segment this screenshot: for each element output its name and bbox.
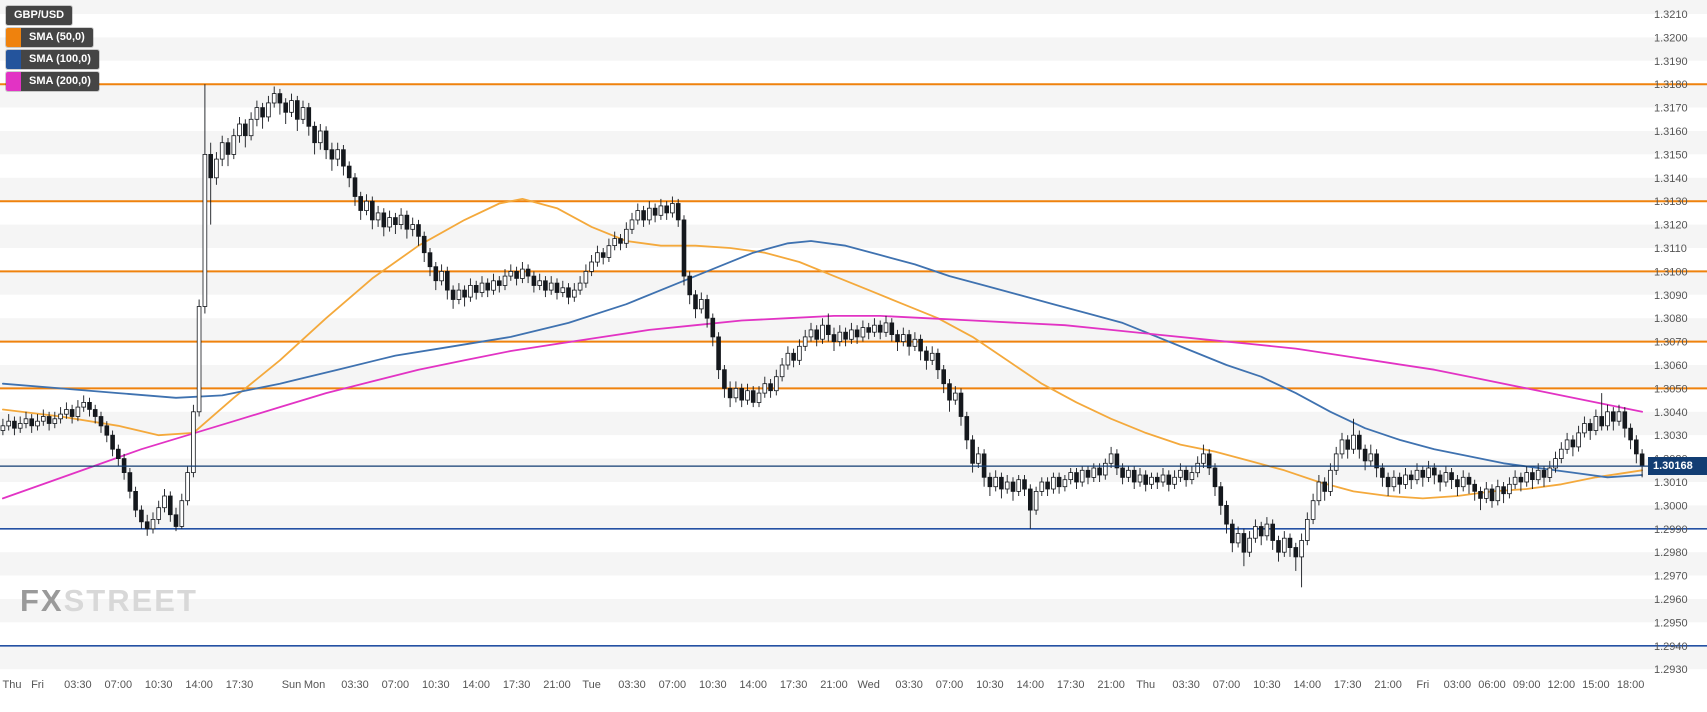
- time-tick-label: 03:30: [618, 679, 646, 691]
- price-tick-label: 1.2990: [1654, 524, 1688, 536]
- price-tick-label: 1.3150: [1654, 149, 1688, 161]
- time-tick-label: 03:30: [895, 679, 923, 691]
- price-tick-label: 1.3130: [1654, 196, 1688, 208]
- time-tick-label: 10:30: [1253, 679, 1281, 691]
- price-tick-label: 1.3000: [1654, 500, 1688, 512]
- price-tick-label: 1.3180: [1654, 79, 1688, 91]
- price-tick-label: 1.3160: [1654, 126, 1688, 138]
- sma-line-50: [2, 197, 1643, 500]
- time-tick-label: 17:30: [503, 679, 531, 691]
- candlestick-series: [0, 84, 1645, 588]
- sma-line-100: [2, 240, 1643, 479]
- time-tick-label: 03:30: [64, 679, 92, 691]
- legend-item-sma200[interactable]: SMA (200,0): [6, 72, 99, 91]
- price-tick-label: 1.3070: [1654, 337, 1688, 349]
- current-price-badge: 1.30168: [1648, 457, 1707, 476]
- price-tick-label: 1.3190: [1654, 56, 1688, 68]
- time-tick-label: Wed: [857, 679, 879, 691]
- time-tick-label: 10:30: [422, 679, 450, 691]
- background-stripes: [0, 0, 1707, 669]
- price-tick-label: 1.2940: [1654, 641, 1688, 653]
- fxstreet-watermark: FXSTREET: [20, 583, 198, 619]
- time-tick-label: 03:30: [1172, 679, 1200, 691]
- price-tick-label: 1.3110: [1654, 243, 1687, 255]
- time-tick-label: Fri: [31, 679, 44, 691]
- time-tick-label: 09:00: [1513, 679, 1541, 691]
- time-tick-label: 21:00: [1374, 679, 1402, 691]
- price-tick-label: 1.3100: [1654, 266, 1688, 278]
- time-tick-label: 21:00: [820, 679, 848, 691]
- time-tick-label: 21:00: [1097, 679, 1125, 691]
- time-tick-label: 07:00: [659, 679, 687, 691]
- time-tick-label: 18:00: [1617, 679, 1645, 691]
- time-tick-label: 17:30: [226, 679, 254, 691]
- time-tick-label: 21:00: [543, 679, 571, 691]
- time-tick-label: 17:30: [780, 679, 808, 691]
- time-tick-label: 10:30: [976, 679, 1004, 691]
- price-tick-label: 1.2980: [1654, 547, 1688, 559]
- price-axis[interactable]: 1.3210 1.3200 1.3190 1.3180 1.3170 1.3160 1.31…: [1654, 9, 1688, 676]
- time-tick-label: 12:00: [1548, 679, 1576, 691]
- sma100-label: SMA (100,0): [21, 50, 99, 69]
- price-tick-label: 1.3010: [1654, 477, 1688, 489]
- watermark-street: STREET: [63, 583, 198, 618]
- time-tick-label: Thu: [1136, 679, 1155, 691]
- legend-item-symbol[interactable]: GBP/USD: [6, 6, 73, 25]
- price-tick-label: 1.3090: [1654, 290, 1688, 302]
- time-tick-label: 10:30: [145, 679, 173, 691]
- price-tick-label: 1.3200: [1654, 32, 1688, 44]
- price-tick-label: 1.2950: [1654, 617, 1688, 629]
- time-tick-label: 07:00: [936, 679, 964, 691]
- price-tick-label: 1.3060: [1654, 360, 1688, 372]
- legend-item-sma50[interactable]: SMA (50,0): [6, 28, 93, 47]
- sma50-color-chip: [6, 28, 21, 47]
- price-tick-label: 1.3140: [1654, 173, 1688, 185]
- sma200-label: SMA (200,0): [21, 72, 99, 91]
- price-tick-label: 1.3030: [1654, 430, 1688, 442]
- time-tick-label: 03:00: [1444, 679, 1472, 691]
- time-tick-label: 17:30: [1334, 679, 1362, 691]
- time-tick-label: 07:00: [105, 679, 133, 691]
- price-tick-label: 1.3040: [1654, 407, 1688, 419]
- price-tick-label: 1.2970: [1654, 571, 1688, 583]
- horizontal-price-levels: [0, 83, 1707, 647]
- chart-legend: GBP/USD SMA (50,0) SMA (100,0) SMA (200,…: [6, 6, 99, 91]
- time-tick-label: Tue: [582, 679, 601, 691]
- time-tick-label: 14:00: [1294, 679, 1322, 691]
- time-tick-label: 07:00: [1213, 679, 1241, 691]
- price-tick-label: 1.3170: [1654, 103, 1688, 115]
- time-axis[interactable]: Thu Fri 03:30 07:00 10:30 14:00 17:30 Sun Mon 03:…: [3, 679, 1645, 691]
- time-tick-label: 17:30: [1057, 679, 1085, 691]
- price-tick-label: 1.3080: [1654, 313, 1688, 325]
- time-tick-label: Sun: [282, 679, 302, 691]
- sma-lines: [2, 197, 1643, 500]
- price-tick-label: 1.2930: [1654, 664, 1688, 676]
- price-tick-label: 1.3120: [1654, 220, 1688, 232]
- time-tick-label: 14:00: [462, 679, 490, 691]
- symbol-label: GBP/USD: [6, 6, 73, 25]
- time-tick-label: Fri: [1416, 679, 1429, 691]
- time-tick-label: 03:30: [341, 679, 369, 691]
- time-tick-label: 14:00: [739, 679, 767, 691]
- time-tick-label: 10:30: [699, 679, 727, 691]
- price-tick-label: 1.3050: [1654, 383, 1688, 395]
- sma-line-200: [2, 314, 1643, 500]
- sma200-color-chip: [6, 72, 21, 91]
- time-tick-label: 06:00: [1478, 679, 1506, 691]
- price-tick-label: 1.2960: [1654, 594, 1688, 606]
- time-tick-label: 07:00: [382, 679, 410, 691]
- watermark-fx: FX: [20, 583, 64, 618]
- time-tick-label: 15:00: [1582, 679, 1610, 691]
- time-tick-label: Mon: [304, 679, 325, 691]
- price-tick-label: 1.3210: [1654, 9, 1688, 21]
- time-tick-label: 14:00: [185, 679, 213, 691]
- legend-item-sma100[interactable]: SMA (100,0): [6, 50, 99, 69]
- time-tick-label: 14:00: [1017, 679, 1045, 691]
- sma100-color-chip: [6, 50, 21, 69]
- time-tick-label: Thu: [3, 679, 22, 691]
- sma50-label: SMA (50,0): [21, 28, 93, 47]
